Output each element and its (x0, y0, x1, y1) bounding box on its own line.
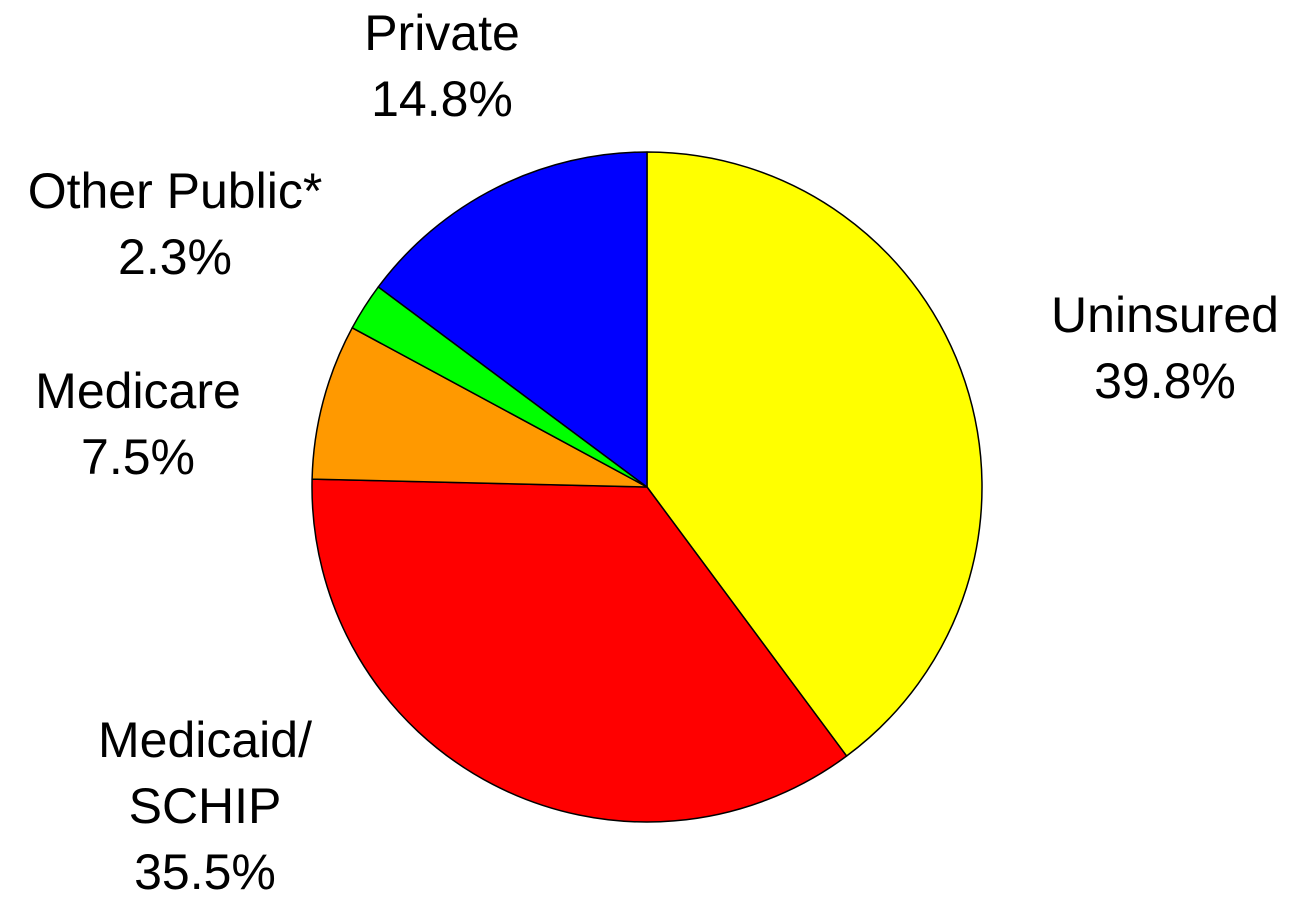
pie-slice-uninsured (646, 151, 983, 757)
slice-label-uninsured: Uninsured 39.8% (1051, 287, 1279, 409)
pie-slice-medicaid-schip (311, 478, 848, 823)
slice-label-other-public: Other Public* 2.3% (28, 163, 323, 285)
slice-label-medicare: Medicare 7.5% (35, 363, 241, 485)
slice-value-label: 2.3% (118, 229, 232, 285)
slice-value-label: 35.5% (134, 844, 276, 900)
pie-slice-private (377, 151, 648, 488)
slice-value-label: 7.5% (81, 429, 195, 485)
slice-label-private: Private 14.8% (364, 5, 520, 127)
slice-category-label: Private (364, 5, 520, 61)
slice-category-label: Medicaid/ (98, 712, 312, 768)
slice-category-label: SCHIP (129, 778, 282, 834)
slice-category-label: Uninsured (1051, 287, 1279, 343)
slice-label-medicaid-schip: Medicaid/SCHIP 35.5% (98, 712, 312, 900)
pie-slice-medicare (311, 327, 648, 488)
slice-category-label: Other Public* (28, 163, 323, 219)
slice-value-label: 14.8% (371, 71, 513, 127)
slice-category-label: Medicare (35, 363, 241, 419)
slice-value-label: 39.8% (1094, 353, 1236, 409)
pie-labels: Uninsured 39.8% Medicaid/SCHIP 35.5% Medicar… (28, 5, 1279, 900)
pie-slices (311, 151, 983, 823)
